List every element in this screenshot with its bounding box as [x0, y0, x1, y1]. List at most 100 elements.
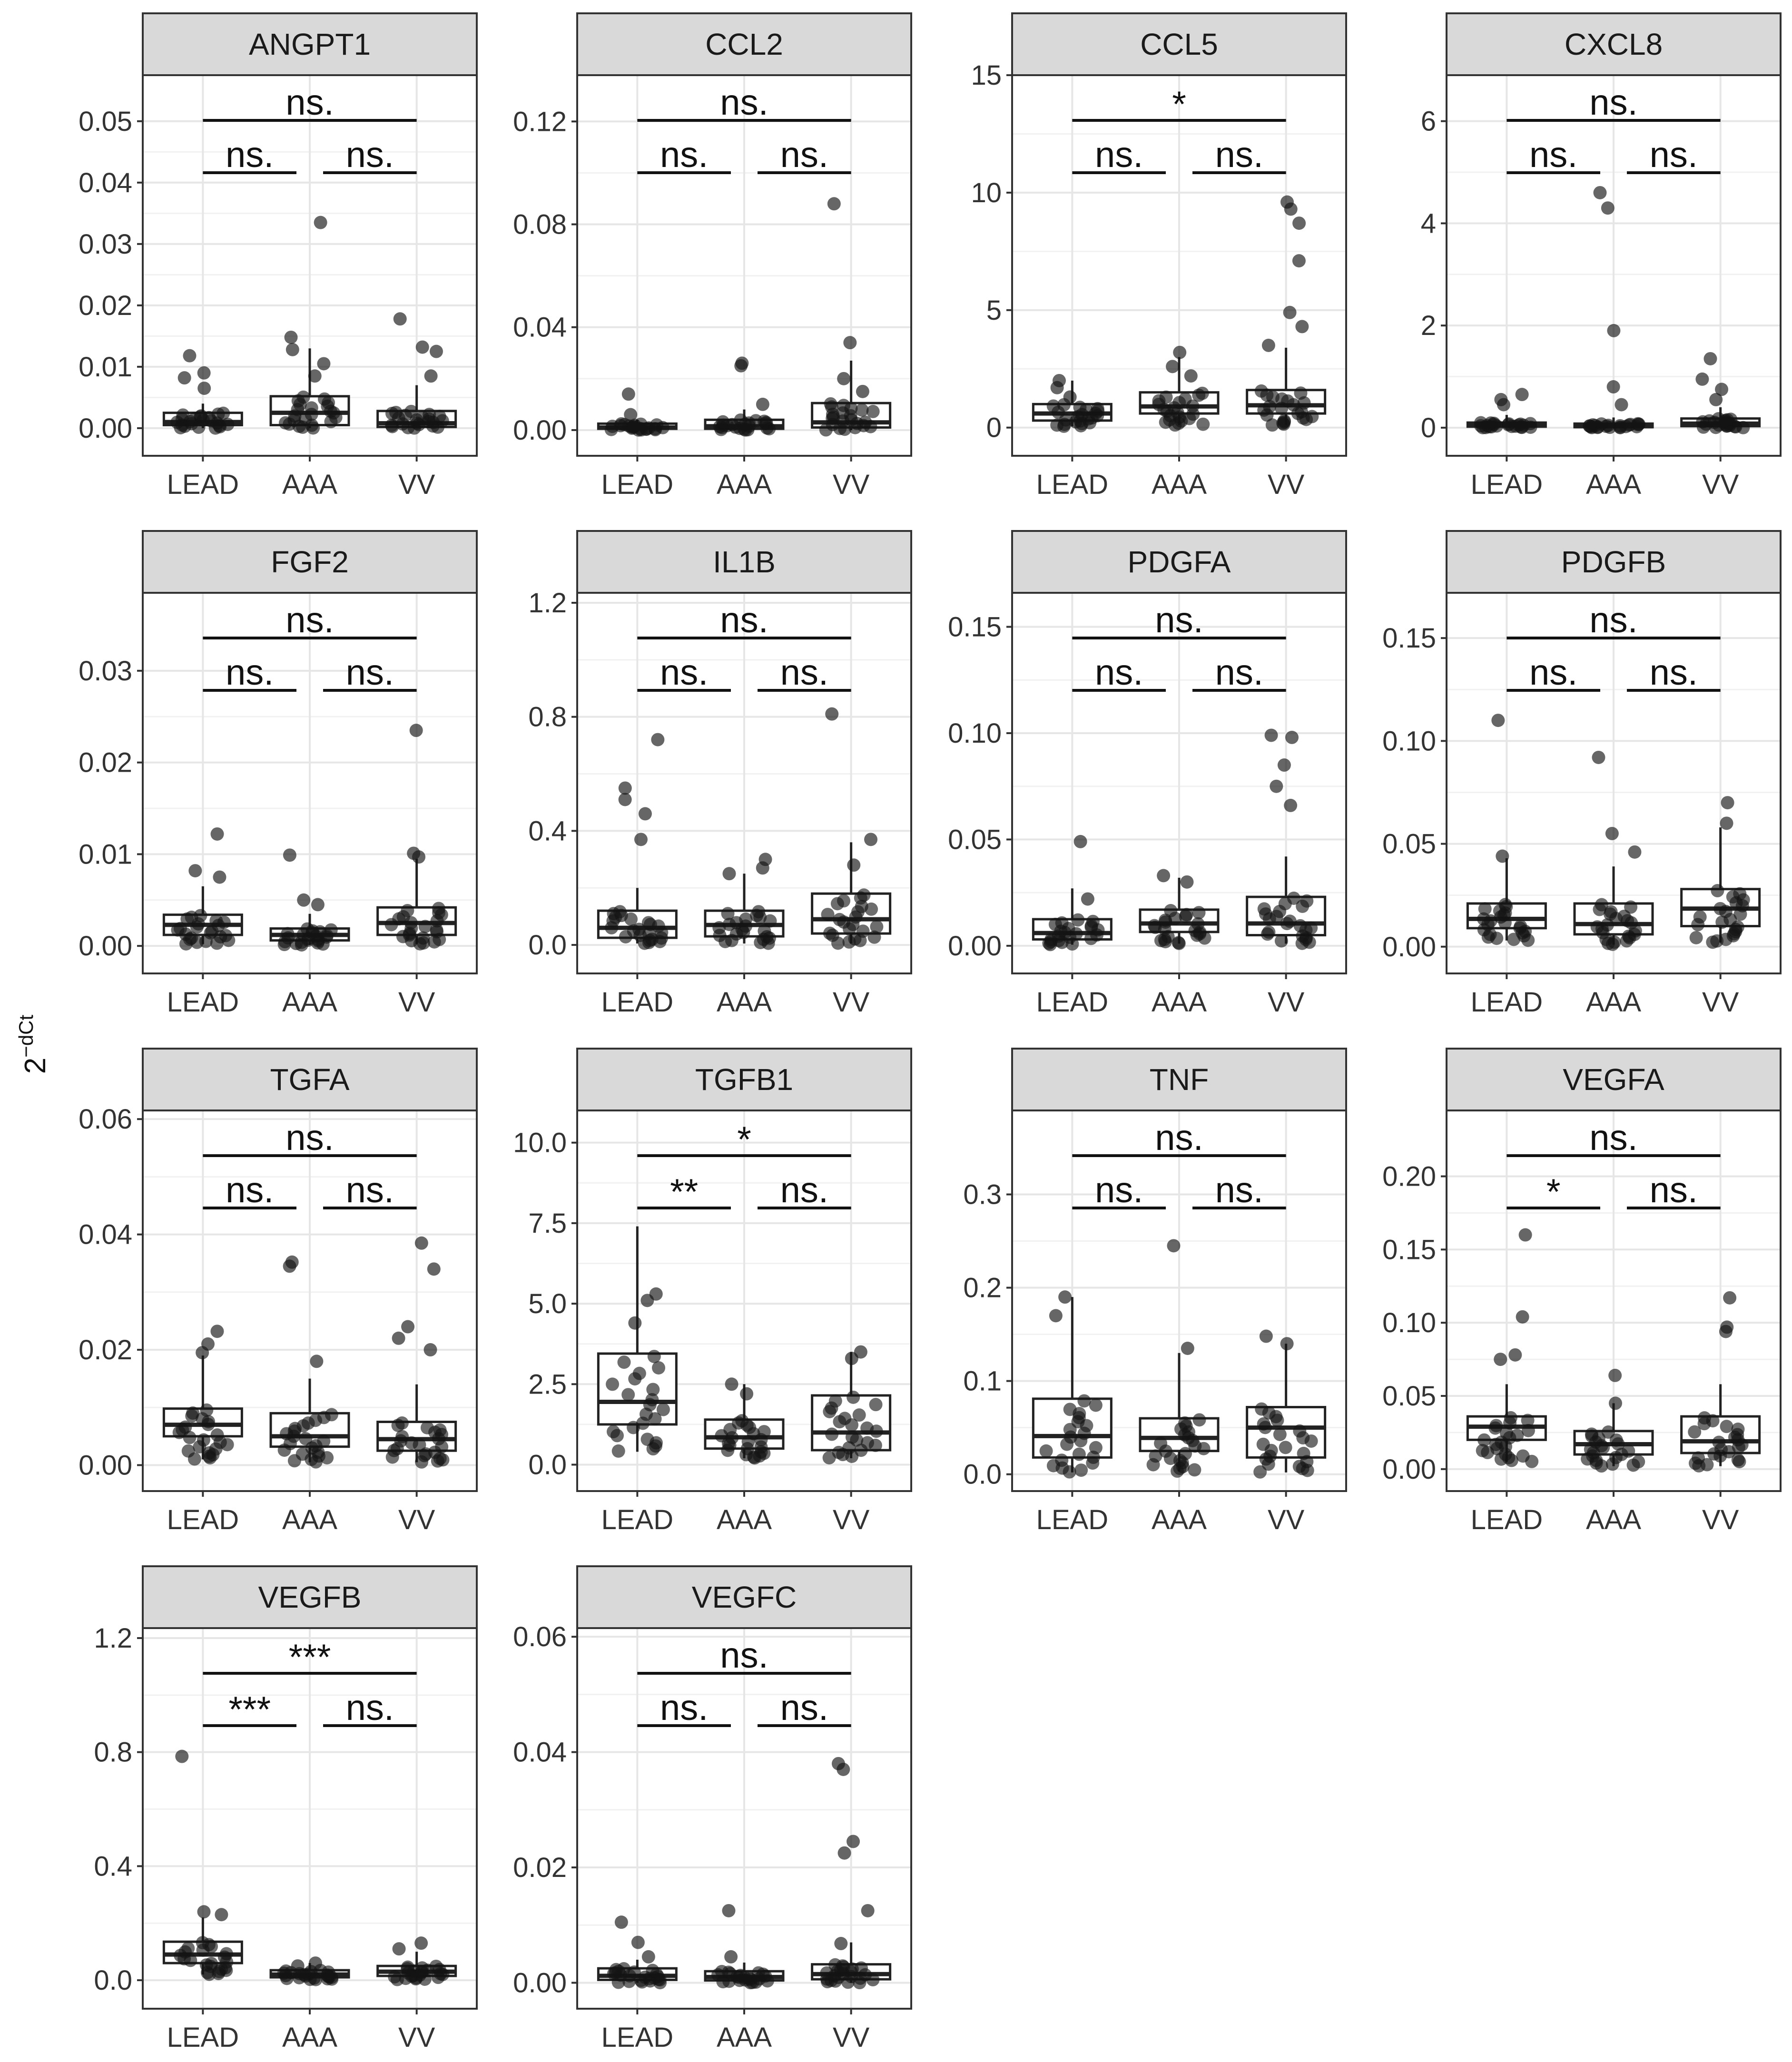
- outlier-point: [1284, 798, 1298, 812]
- outlier-point: [614, 1915, 628, 1929]
- data-point: [1055, 1453, 1069, 1467]
- data-point: [181, 1444, 195, 1458]
- data-point: [1521, 1414, 1535, 1427]
- data-point: [1300, 894, 1314, 908]
- y-tick-label: 7.5: [528, 1208, 567, 1239]
- outlier-point: [843, 336, 857, 350]
- facet-title: IL1B: [713, 545, 776, 579]
- data-point: [1188, 1463, 1201, 1477]
- outlier-point: [210, 1325, 224, 1338]
- data-point: [1091, 402, 1104, 415]
- facet-strip: [142, 1565, 478, 1629]
- outlier-point: [1518, 1228, 1532, 1242]
- data-point: [1191, 917, 1205, 931]
- data-point: [833, 913, 847, 926]
- significance-label: ns.: [286, 600, 334, 640]
- data-point: [415, 1961, 429, 1975]
- panel-il1b: 0.0 0.4 0.8 1.2 IL1B ns. ns. ns. LEAD AAA VV: [528, 530, 912, 1018]
- significance-label: ns.: [1589, 1118, 1637, 1158]
- outlier-point: [291, 1959, 305, 1973]
- box-lead: [1032, 888, 1113, 952]
- box-lead: [162, 403, 243, 435]
- data-point: [752, 905, 766, 919]
- x-tick-label: AAA: [282, 1504, 337, 1535]
- x-tick-label: AAA: [1586, 469, 1641, 500]
- data-point: [606, 1377, 620, 1391]
- panel-fgf2: 0.00 0.01 0.02 0.03 FGF2 ns. ns. ns. LEAD AAA VV: [79, 530, 478, 1018]
- data-point: [1074, 1463, 1088, 1477]
- data-point: [173, 922, 187, 935]
- x-tick-label: LEAD: [601, 469, 674, 500]
- data-point: [296, 390, 310, 404]
- facet-title: PDGFA: [1128, 545, 1231, 579]
- outlier-point: [401, 1320, 415, 1334]
- data-point: [1498, 898, 1512, 912]
- data-point: [1154, 1436, 1168, 1450]
- data-point: [828, 1394, 842, 1408]
- y-tick-label: 0.10: [1382, 1307, 1436, 1338]
- data-point: [645, 1393, 659, 1407]
- y-tick-label: 1.2: [528, 588, 567, 619]
- significance-label: ns.: [720, 600, 768, 640]
- data-point: [401, 1960, 414, 1974]
- data-point: [734, 413, 748, 427]
- data-point: [1720, 1420, 1733, 1434]
- significance-label: ns.: [660, 135, 708, 175]
- data-point: [854, 1961, 868, 1975]
- outlier-point: [1292, 254, 1306, 268]
- data-point: [1077, 1394, 1091, 1408]
- box-aaa: [704, 1963, 785, 1990]
- outlier-point: [722, 1904, 736, 1917]
- outlier-point: [314, 216, 327, 229]
- data-point: [821, 908, 835, 922]
- facet-title: TGFA: [270, 1062, 349, 1097]
- y-tick-label: 0.1: [963, 1366, 1002, 1397]
- y-tick-label: 10.0: [513, 1128, 567, 1159]
- data-point: [1089, 1441, 1103, 1454]
- facet-strip: [1446, 12, 1782, 76]
- outlier-point: [197, 1905, 211, 1919]
- data-point: [757, 1425, 771, 1439]
- data-point: [295, 1447, 309, 1461]
- significance-label: ns.: [1215, 135, 1263, 175]
- data-point: [606, 1425, 620, 1439]
- data-point: [317, 1434, 331, 1448]
- significance-label: ns.: [286, 1118, 334, 1158]
- box-lead: [162, 1917, 243, 1981]
- y-tick-label: 2.5: [528, 1369, 567, 1400]
- data-point: [617, 1962, 630, 1976]
- data-point: [324, 923, 338, 937]
- y-tick-label: 0.06: [79, 1104, 132, 1135]
- outlier-point: [1181, 1342, 1194, 1355]
- data-point: [866, 404, 880, 418]
- y-tick-label: 0.01: [79, 839, 132, 870]
- data-point: [758, 924, 771, 938]
- facet-strip: [576, 12, 912, 76]
- outlier-point: [283, 1259, 296, 1273]
- outlier-point: [1261, 338, 1275, 352]
- y-tick-label: 0.8: [528, 702, 567, 733]
- box-vv: [376, 859, 457, 951]
- data-point: [1180, 908, 1193, 922]
- outlier-point: [834, 1937, 848, 1951]
- data-point: [1277, 414, 1291, 428]
- data-point: [1514, 920, 1527, 933]
- x-tick-label: VV: [398, 1504, 435, 1535]
- y-tick-label: 0.4: [528, 815, 567, 846]
- outlier-point: [825, 707, 839, 721]
- significance-label: ***: [289, 1637, 331, 1678]
- significance-label: ns.: [1095, 1170, 1143, 1210]
- outlier-point: [756, 397, 769, 411]
- data-point: [1712, 1435, 1726, 1449]
- significance-label: ***: [228, 1689, 271, 1730]
- y-tick-label: 0.00: [1382, 1454, 1436, 1485]
- y-tick-label: 0.2: [963, 1273, 1002, 1304]
- y-tick-label: 0.15: [1382, 623, 1436, 654]
- outlier-point: [429, 344, 443, 358]
- box-lead: [597, 888, 678, 950]
- data-point: [1073, 401, 1087, 414]
- outlier-point: [628, 1316, 642, 1330]
- outlier-point: [283, 848, 296, 862]
- x-tick-label: VV: [833, 469, 870, 500]
- data-point: [1253, 1465, 1267, 1479]
